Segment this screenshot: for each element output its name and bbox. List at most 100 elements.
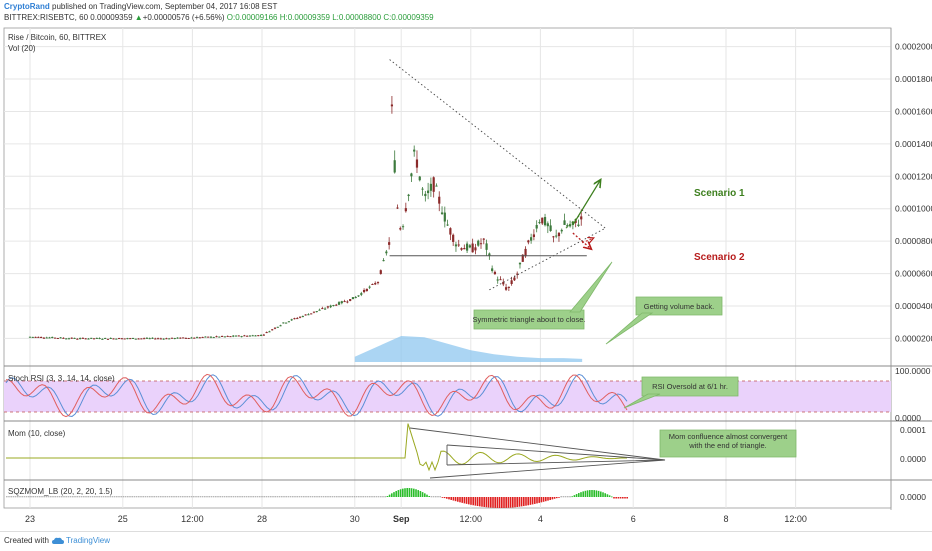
sqz-bar xyxy=(516,497,518,508)
x-tick-label: 23 xyxy=(25,514,35,524)
candle-body xyxy=(452,234,455,242)
candle-body xyxy=(315,311,318,313)
candle-body xyxy=(73,337,76,339)
candle-body xyxy=(499,279,502,281)
x-tick-label: 25 xyxy=(118,514,128,524)
sqz-bar xyxy=(452,497,455,501)
sqz-bar xyxy=(162,496,164,498)
sqz-bar xyxy=(300,496,303,498)
candle-body xyxy=(168,338,171,340)
sqz-bar xyxy=(428,495,430,497)
sqz-bar xyxy=(102,496,105,498)
candle-body xyxy=(131,337,135,339)
candle-body xyxy=(276,326,279,328)
candle-body xyxy=(518,262,522,265)
sqz-bar xyxy=(129,496,131,498)
candle-body xyxy=(137,338,140,340)
sqz-bar xyxy=(483,497,485,507)
sqz-bar xyxy=(509,497,512,508)
mom-tick-0001: 0.0001 xyxy=(900,425,926,435)
sqz-bar xyxy=(386,495,389,497)
tradingview-brand[interactable]: TradingView xyxy=(66,536,111,545)
sqz-bar xyxy=(468,497,470,505)
sqz-bar xyxy=(226,496,228,498)
author-link[interactable]: CryptoRand xyxy=(4,2,50,11)
sqz-bar xyxy=(72,496,74,498)
candle-body xyxy=(173,338,176,340)
sqz-bar xyxy=(553,497,556,499)
sqz-bar xyxy=(10,496,12,498)
candle-body xyxy=(538,222,541,224)
candle-body xyxy=(491,268,494,272)
sqz-bar xyxy=(338,496,340,498)
sqz-bar xyxy=(89,496,92,498)
x-tick-label: 12:00 xyxy=(784,514,807,524)
sqz-bar xyxy=(340,496,342,498)
sqz-bar xyxy=(575,494,578,497)
candle-body xyxy=(543,217,547,226)
sqz-bar xyxy=(278,496,281,498)
callout-mom: Mom confluence almost convergent with th… xyxy=(659,429,797,458)
sqz-bar xyxy=(523,497,525,507)
candle-body xyxy=(357,295,360,297)
candle-body xyxy=(134,338,137,340)
candle-body xyxy=(198,337,201,339)
candle-body xyxy=(382,260,385,262)
candle-body xyxy=(296,318,299,320)
sqz-bar xyxy=(83,496,85,498)
sqz-bar xyxy=(377,496,380,498)
sqz-bar xyxy=(309,496,312,498)
sqz-bar xyxy=(395,491,397,497)
candle-body xyxy=(555,235,558,237)
candle-body xyxy=(162,338,165,340)
volume-label: Vol (20) xyxy=(8,44,36,53)
candle-body xyxy=(285,322,288,324)
chart-canvas[interactable]: Rise / Bitcoin, 60, BITTREX Vol (20) 0.0… xyxy=(0,0,932,531)
sqz-bar xyxy=(276,496,279,498)
sqz-bar xyxy=(465,497,468,504)
y-tick-label: 0.00018000 xyxy=(895,74,932,84)
candle-body xyxy=(293,318,296,320)
candle-body xyxy=(251,335,254,337)
sqz-bar xyxy=(261,496,263,498)
x-tick-label: 30 xyxy=(350,514,360,524)
candle-body xyxy=(465,243,469,251)
candle-body xyxy=(360,293,363,295)
candle-body xyxy=(223,336,226,338)
sqz-bar xyxy=(615,497,617,499)
sqz-bar xyxy=(171,496,173,498)
sqz-bar xyxy=(157,496,160,498)
candle-body xyxy=(471,243,474,253)
candle-body xyxy=(87,338,90,340)
candle-body xyxy=(440,212,444,214)
sqz-bar xyxy=(316,496,318,498)
candle-body xyxy=(207,336,210,338)
sqz-bar xyxy=(584,490,587,497)
sqz-bar xyxy=(402,488,404,497)
sqz-bar xyxy=(542,497,545,502)
sqz-bar xyxy=(8,496,10,498)
sqz-bar xyxy=(454,497,457,502)
sqz-bar xyxy=(298,496,301,498)
scenario-1-label: Scenario 1 xyxy=(694,188,745,199)
sqz-bar xyxy=(118,496,120,498)
candle-body xyxy=(365,288,368,292)
candle-body xyxy=(248,335,252,337)
sqz-bar xyxy=(619,497,622,499)
candle-body xyxy=(37,336,40,338)
scenario-1-arrow xyxy=(572,180,601,226)
candle-body xyxy=(59,337,62,339)
candle-body xyxy=(95,337,98,339)
callout-volume: Getting volume back. xyxy=(605,296,723,345)
sqz-bar xyxy=(494,497,496,508)
candle-body xyxy=(184,337,188,339)
sqz-bar xyxy=(116,496,118,498)
sqz-bar xyxy=(239,496,241,498)
stoch-rsi-lines xyxy=(5,373,628,418)
sqz-bar xyxy=(311,496,314,498)
candle-body xyxy=(552,236,555,238)
sqz-bar xyxy=(492,497,494,508)
sqz-bar xyxy=(267,496,270,498)
candle-body xyxy=(496,279,499,281)
candle-body xyxy=(268,331,271,333)
